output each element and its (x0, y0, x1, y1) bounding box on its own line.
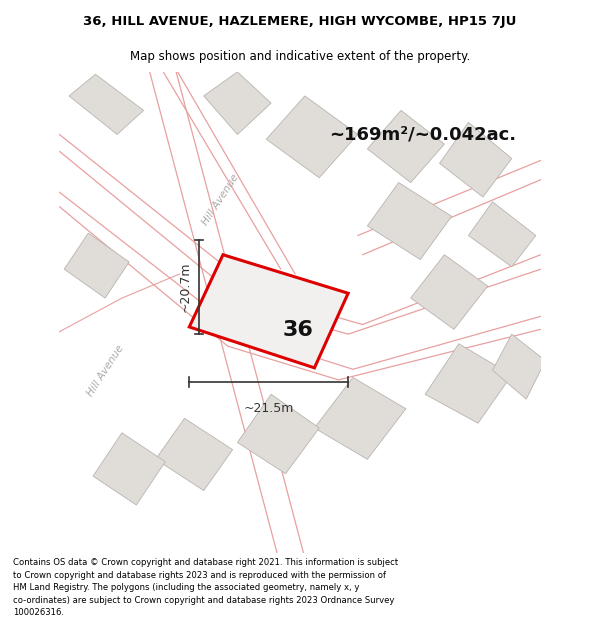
Polygon shape (440, 122, 512, 197)
Polygon shape (367, 182, 452, 259)
Polygon shape (204, 72, 271, 134)
Text: HM Land Registry. The polygons (including the associated geometry, namely x, y: HM Land Registry. The polygons (includin… (13, 583, 359, 592)
Polygon shape (493, 334, 545, 399)
Text: co-ordinates) are subject to Crown copyright and database rights 2023 Ordnance S: co-ordinates) are subject to Crown copyr… (13, 596, 395, 605)
Text: ~169m²/~0.042ac.: ~169m²/~0.042ac. (329, 126, 516, 143)
Text: Map shows position and indicative extent of the property.: Map shows position and indicative extent… (130, 49, 470, 62)
Text: Hill Avenue: Hill Avenue (200, 172, 241, 227)
Polygon shape (410, 255, 488, 329)
Text: ~20.7m: ~20.7m (179, 262, 192, 312)
Polygon shape (93, 432, 165, 505)
Polygon shape (155, 418, 233, 491)
Text: Hill Avenue: Hill Avenue (85, 343, 125, 398)
Polygon shape (266, 96, 358, 178)
Polygon shape (238, 394, 319, 474)
Polygon shape (469, 202, 536, 267)
Polygon shape (367, 111, 445, 182)
Polygon shape (69, 74, 143, 134)
Text: ~21.5m: ~21.5m (244, 401, 294, 414)
Polygon shape (314, 378, 406, 459)
Text: 100026316.: 100026316. (13, 609, 64, 618)
Text: to Crown copyright and database rights 2023 and is reproduced with the permissio: to Crown copyright and database rights 2… (13, 571, 386, 580)
Text: 36, HILL AVENUE, HAZLEMERE, HIGH WYCOMBE, HP15 7JU: 36, HILL AVENUE, HAZLEMERE, HIGH WYCOMBE… (83, 15, 517, 28)
Polygon shape (190, 255, 348, 368)
Polygon shape (425, 344, 512, 423)
Text: Contains OS data © Crown copyright and database right 2021. This information is : Contains OS data © Crown copyright and d… (13, 558, 398, 567)
Text: 36: 36 (282, 320, 313, 340)
Polygon shape (64, 233, 129, 298)
